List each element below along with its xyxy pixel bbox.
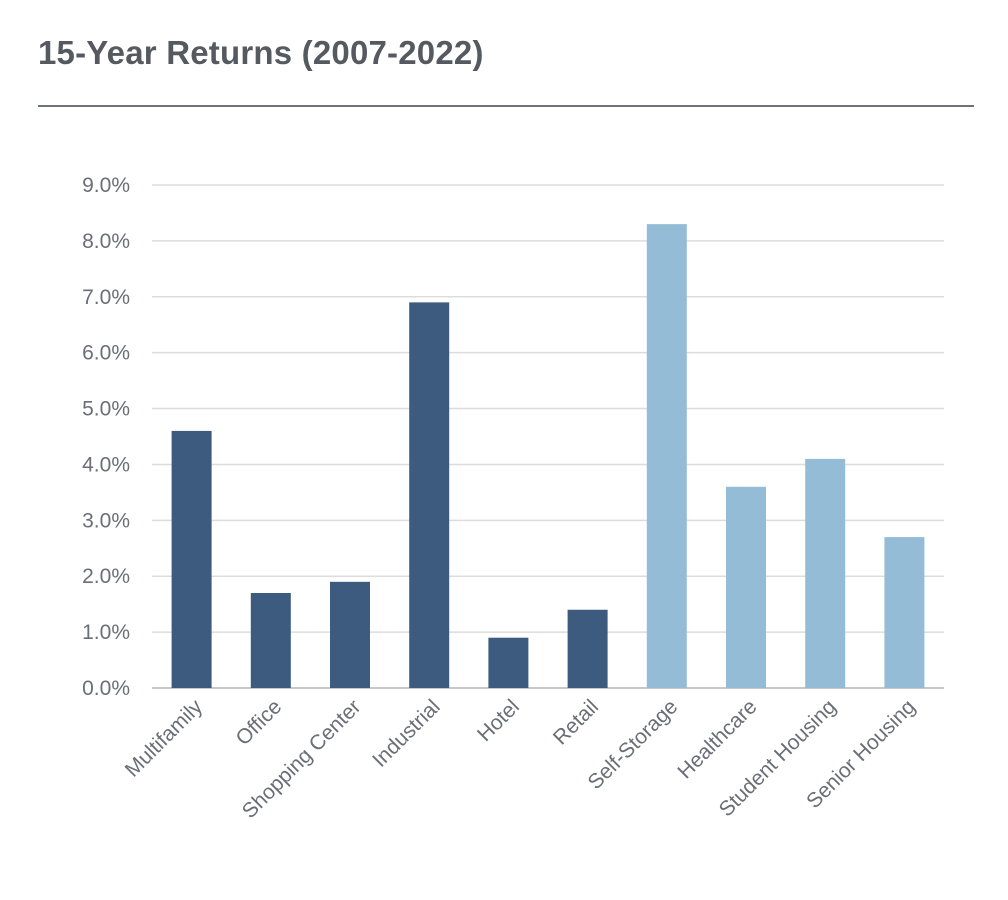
x-tick-label: Retail xyxy=(549,695,603,749)
y-tick-label: 6.0% xyxy=(82,342,130,365)
x-tick-label: Industrial xyxy=(368,695,445,772)
y-axis-ticks: 0.0% 1.0% 2.0% 3.0% 4.0% 5.0% 6.0% 7.0% 8.0% 9.0% xyxy=(82,174,130,700)
x-tick-label: Office xyxy=(232,695,287,750)
y-tick-label: 1.0% xyxy=(82,621,130,644)
y-tick-label: 7.0% xyxy=(82,286,130,309)
bar-office xyxy=(250,592,291,688)
y-tick-label: 5.0% xyxy=(82,398,130,421)
y-tick-label: 9.0% xyxy=(82,174,130,197)
bars xyxy=(171,224,925,688)
bar-student-housing xyxy=(805,458,846,688)
y-tick-label: 2.0% xyxy=(82,565,130,588)
y-tick-label: 4.0% xyxy=(82,453,130,476)
title-divider xyxy=(38,105,974,107)
bar-senior-housing xyxy=(884,537,925,688)
bar-self-storage xyxy=(646,224,687,688)
bar-shopping-center xyxy=(330,581,370,688)
bar-industrial xyxy=(409,302,450,688)
x-tick-label: Multifamily xyxy=(121,695,208,782)
chart-title: 15-Year Returns (2007-2022) xyxy=(38,34,484,71)
bar-hotel xyxy=(488,637,529,688)
x-tick-label: Hotel xyxy=(473,695,524,746)
y-tick-label: 3.0% xyxy=(82,509,130,532)
bar-retail xyxy=(567,609,608,688)
bar-healthcare xyxy=(726,486,766,688)
bar-multifamily xyxy=(171,430,212,688)
y-tick-label: 8.0% xyxy=(82,230,130,253)
y-tick-label: 0.0% xyxy=(82,677,130,700)
